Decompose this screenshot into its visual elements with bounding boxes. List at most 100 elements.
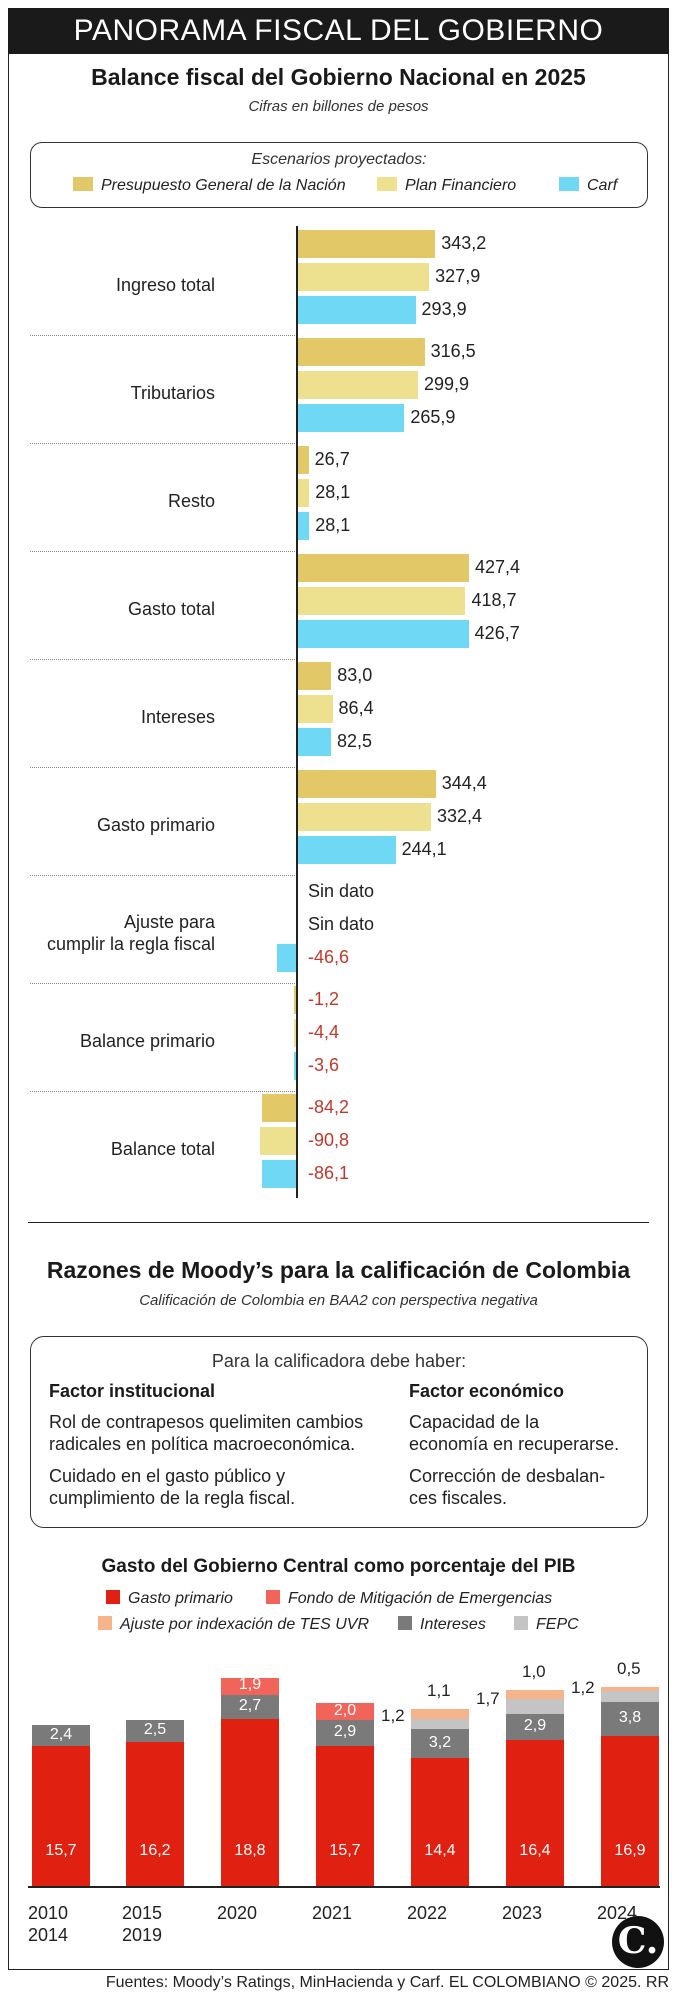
segment-value-label: 1,7 <box>476 1688 500 1708</box>
bar-plan-financiero <box>298 695 333 723</box>
row-separator <box>30 1091 295 1092</box>
value-label: -4,4 <box>308 1022 340 1042</box>
bar-carf <box>298 404 405 432</box>
bar-presupuesto-general-de-la-naci-n <box>262 1094 296 1122</box>
row-separator <box>30 767 295 768</box>
value-label: Sin dato <box>308 914 375 934</box>
value-label: 28,1 <box>315 515 351 535</box>
segment-value-label: 2,9 <box>333 1723 357 1741</box>
segment-value-label: 15,7 <box>45 1842 77 1859</box>
segment-value-label: 16,9 <box>614 1842 646 1859</box>
banner-title: PANORAMA FISCAL DEL GOBIERNO <box>8 8 669 54</box>
row-separator <box>30 551 295 552</box>
fondo-segment <box>221 1677 279 1695</box>
legend-swatch-gasto <box>106 1590 120 1604</box>
gasto-primario-segment <box>32 1746 90 1886</box>
bar-presupuesto-general-de-la-naci-n <box>298 230 436 258</box>
institutional-factor-point-2: Cuidado en el gasto público y cumplimient… <box>49 1465 295 1509</box>
value-label: Sin dato <box>308 881 375 901</box>
segment-value-label: 2,4 <box>49 1725 73 1743</box>
segment-value-label: 0,5 <box>617 1658 641 1678</box>
bar-plan-financiero <box>294 1019 296 1047</box>
value-label: 427,4 <box>474 557 520 577</box>
segment-value-label: 15,7 <box>329 1842 361 1859</box>
category-label: Ingreso total <box>115 275 215 295</box>
year-label: 2022 <box>406 1903 448 1923</box>
fondo-segment <box>316 1702 374 1721</box>
intereses-segment <box>601 1701 659 1736</box>
text-line: economía en recuperarse. <box>409 1434 620 1454</box>
category-label: Ajuste para cumplir la regla fiscal <box>46 912 215 954</box>
year-label: 2020 <box>216 1903 258 1923</box>
chart1-axis <box>296 226 298 1198</box>
text-line: ces fiscales. <box>409 1488 508 1508</box>
legend-label-intereses: Intereses <box>420 1616 486 1633</box>
legend-title: Escenarios proyectados: <box>251 151 427 168</box>
value-label: -3,6 <box>308 1055 340 1075</box>
economic-factor-heading: Factor económico <box>409 1381 565 1401</box>
text-line: Cuidado en el gasto público y <box>49 1466 286 1486</box>
legend-label-fepc: FEPC <box>536 1616 579 1633</box>
legend-item-fondo: Fondo de Mitigación de Emergencias <box>266 1590 552 1608</box>
segment-value-label: 16,2 <box>139 1842 171 1859</box>
chart1-title: Balance fiscal del Gobierno Nacional en … <box>91 64 586 90</box>
segment-value-label: 1,2 <box>571 1678 595 1698</box>
text-line: radicales en política macroeconómica. <box>49 1434 356 1454</box>
legend-label-pgn: Presupuesto General de la Nación <box>101 177 346 194</box>
value-label: 83,0 <box>337 665 373 685</box>
value-label: -86,1 <box>308 1163 350 1183</box>
footer-sources: Fuentes: Moody’s Ratings, MinHacienda y … <box>105 1974 669 1991</box>
value-label: 316,5 <box>430 341 476 361</box>
value-label: 86,4 <box>338 698 374 718</box>
intereses-segment <box>411 1729 469 1758</box>
moodys-box: Para la calificadora debe haber: Factor … <box>30 1336 648 1528</box>
value-label: 344,4 <box>441 773 487 793</box>
text-line: Corrección de desbalan- <box>409 1466 606 1486</box>
row-separator <box>30 659 295 660</box>
value-label: 426,7 <box>474 623 520 643</box>
row-separator <box>30 443 295 444</box>
segment-value-label: 1,9 <box>238 1676 262 1694</box>
chart2-title: Gasto del Gobierno Central como porcenta… <box>101 1556 576 1577</box>
segment-value-label: 2,7 <box>238 1696 262 1714</box>
legend-item-fepc: FEPC <box>514 1616 579 1634</box>
segment-value-label: 3,2 <box>428 1733 452 1751</box>
row-separator <box>30 875 295 876</box>
text-line: cumplimiento de la regla fiscal. <box>49 1488 296 1508</box>
legend-label-gasto: Gasto primario <box>128 1590 233 1607</box>
row-separator <box>30 335 295 336</box>
ajuste-segment <box>411 1708 469 1719</box>
segment-value-label: 2,0 <box>333 1701 357 1719</box>
gasto-primario-segment <box>506 1740 564 1886</box>
legend-swatch-ajuste <box>98 1616 112 1630</box>
intereses-segment <box>506 1714 564 1741</box>
segment-value-label: 18,8 <box>234 1842 266 1859</box>
legend-swatch-intereses <box>398 1616 412 1630</box>
value-label: 332,4 <box>436 806 482 826</box>
bar-carf <box>298 620 469 648</box>
bar-carf <box>298 296 416 324</box>
year-label: 2021 <box>311 1903 353 1923</box>
bar-presupuesto-general-de-la-naci-n <box>298 338 425 366</box>
legend-swatch-fepc <box>514 1616 528 1630</box>
bar-presupuesto-general-de-la-naci-n <box>298 770 436 798</box>
year-label: 2015 2019 <box>121 1903 163 1945</box>
fepc-segment <box>601 1691 659 1702</box>
value-label: 418,7 <box>471 590 517 610</box>
chart1-legend: Escenarios proyectados: Presupuesto Gene… <box>30 142 648 208</box>
legend-swatch-carf <box>559 177 579 191</box>
economic-factor-point-1: Capacidad de la economía en recuperarse. <box>409 1411 619 1455</box>
legend-item-pgn: Presupuesto General de la Nación <box>73 177 346 195</box>
segment-value-label: 1,0 <box>522 1662 546 1682</box>
gasto-primario-segment <box>126 1741 184 1886</box>
value-label: 26,7 <box>314 449 350 469</box>
value-label: 327,9 <box>435 266 481 286</box>
section-divider <box>28 1222 649 1223</box>
segment-value-label: 1,2 <box>381 1706 405 1726</box>
bar-plan-financiero <box>298 371 418 399</box>
value-label: -84,2 <box>308 1097 350 1117</box>
institutional-factor-point-1: Rol de contrapesos quelimiten cambios rad… <box>49 1411 363 1455</box>
category-label: Intereses <box>140 707 215 727</box>
moodys-title: Razones de Moody’s para la calificación … <box>46 1257 631 1283</box>
legend-label-ajuste: Ajuste por indexación de TES UVR <box>120 1616 370 1633</box>
